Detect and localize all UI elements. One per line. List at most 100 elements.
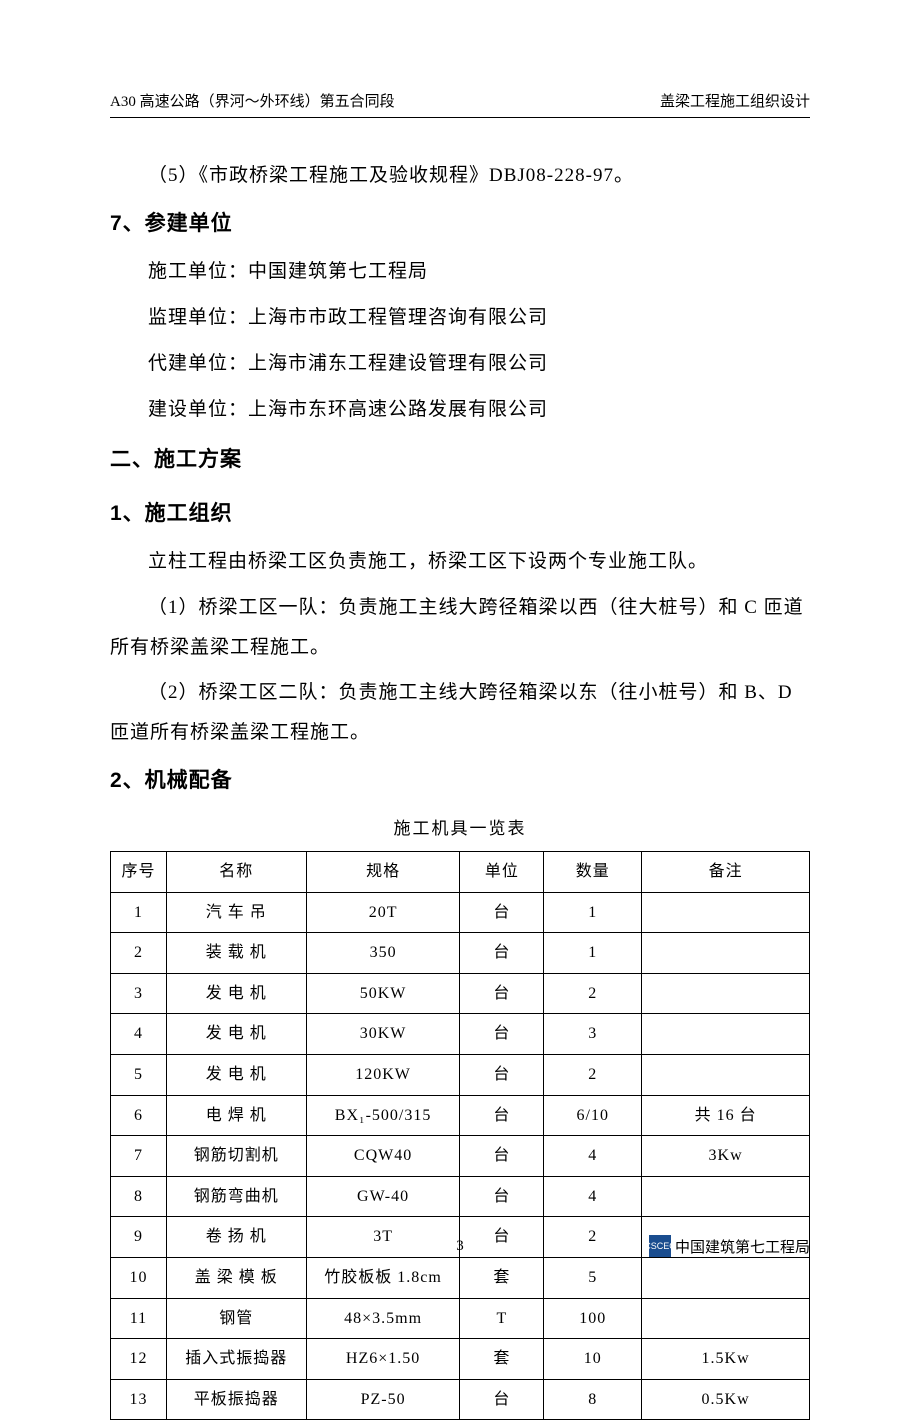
table-row: 2装 载 机350台1 [111,933,810,974]
cell-name: 平板振捣器 [166,1379,306,1420]
table-header-row: 序号 名称 规格 单位 数量 备注 [111,851,810,892]
cell-unit: 台 [460,1379,544,1420]
table-row: 4发 电 机30KW台3 [111,1014,810,1055]
cell-name: 钢筋弯曲机 [166,1176,306,1217]
th-name: 名称 [166,851,306,892]
cell-note [642,1298,810,1339]
cell-note [642,1014,810,1055]
cell-seq: 7 [111,1136,167,1177]
cell-unit: 套 [460,1257,544,1298]
cell-seq: 8 [111,1176,167,1217]
sec7-line4: 建设单位：上海市东环高速公路发展有限公司 [110,390,810,430]
cell-unit: 台 [460,1176,544,1217]
company-logo-icon: CSCEC [649,1235,671,1257]
para-1: 立柱工程由桥梁工区负责施工，桥梁工区下设两个专业施工队。 [110,542,810,582]
sec7-line2: 监理单位：上海市市政工程管理咨询有限公司 [110,298,810,338]
table-row: 3发 电 机50KW台2 [111,973,810,1014]
cell-spec: GW-40 [306,1176,460,1217]
cell-spec: 20T [306,892,460,933]
section-2-1-title: 1、施工组织 [110,492,810,536]
cell-qty: 4 [544,1136,642,1177]
cell-name: 发 电 机 [166,1014,306,1055]
cell-unit: 台 [460,1136,544,1177]
sec7-line1: 施工单位：中国建筑第七工程局 [110,252,810,292]
table-title: 施工机具一览表 [110,811,810,847]
table-row: 12插入式振捣器HZ6×1.50套101.5Kw [111,1339,810,1380]
th-qty: 数量 [544,851,642,892]
cell-name: 钢管 [166,1298,306,1339]
content-body: （5）《市政桥梁工程施工及验收规程》DBJ08-228-97。 7、参建单位 施… [110,156,810,1420]
cell-unit: 台 [460,1014,544,1055]
sec7-line3: 代建单位：上海市浦东工程建设管理有限公司 [110,344,810,384]
cell-qty: 5 [544,1257,642,1298]
cell-note: 3Kw [642,1136,810,1177]
table-row: 7钢筋切割机CQW40台43Kw [111,1136,810,1177]
th-unit: 单位 [460,851,544,892]
cell-spec: 竹胶板板 1.8cm [306,1257,460,1298]
cell-unit: 套 [460,1339,544,1380]
cell-qty: 8 [544,1379,642,1420]
cell-spec: PZ-50 [306,1379,460,1420]
page-number: 3 [456,1238,464,1255]
cell-note [642,1257,810,1298]
cell-qty: 1 [544,892,642,933]
table-row: 1汽 车 吊20T台1 [111,892,810,933]
cell-seq: 3 [111,973,167,1014]
page-footer: 3 CSCEC 中国建筑第七工程局 [110,1235,810,1257]
cell-qty: 4 [544,1176,642,1217]
cell-note: 0.5Kw [642,1379,810,1420]
cell-qty: 2 [544,973,642,1014]
cell-spec: CQW40 [306,1136,460,1177]
th-seq: 序号 [111,851,167,892]
company-name: 中国建筑第七工程局 [675,1236,810,1257]
cell-unit: 台 [460,1054,544,1095]
section-2-title: 二、施工方案 [110,438,810,482]
table-row: 8钢筋弯曲机GW-40台4 [111,1176,810,1217]
cell-spec: 120KW [306,1054,460,1095]
cell-name: 插入式振捣器 [166,1339,306,1380]
page-header: A30 高速公路（界河～外环线）第五合同段 盖梁工程施工组织设计 [110,90,810,118]
para-2: （1）桥梁工区一队：负责施工主线大跨径箱梁以西（往大桩号）和 C 匝道所有桥梁盖… [110,588,810,668]
cell-seq: 6 [111,1095,167,1136]
cell-spec: 350 [306,933,460,974]
cell-qty: 2 [544,1054,642,1095]
cell-unit: T [460,1298,544,1339]
equipment-table: 序号 名称 规格 单位 数量 备注 1汽 车 吊20T台12装 载 机350台1… [110,851,810,1420]
cell-qty: 3 [544,1014,642,1055]
th-note: 备注 [642,851,810,892]
cell-name: 盖 梁 模 板 [166,1257,306,1298]
cell-qty: 100 [544,1298,642,1339]
table-row: 6电 焊 机BX₁-500/315台6/10共 16 台 [111,1095,810,1136]
section-2-2-title: 2、机械配备 [110,759,810,803]
cell-name: 发 电 机 [166,1054,306,1095]
cell-qty: 1 [544,933,642,974]
cell-seq: 2 [111,933,167,974]
cell-qty: 6/10 [544,1095,642,1136]
table-row: 10盖 梁 模 板竹胶板板 1.8cm套5 [111,1257,810,1298]
table-row: 5发 电 机120KW台2 [111,1054,810,1095]
table-row: 13平板振捣器PZ-50台80.5Kw [111,1379,810,1420]
header-right: 盖梁工程施工组织设计 [660,90,810,111]
cell-spec: 48×3.5mm [306,1298,460,1339]
cell-seq: 5 [111,1054,167,1095]
cell-name: 电 焊 机 [166,1095,306,1136]
th-spec: 规格 [306,851,460,892]
cell-seq: 11 [111,1298,167,1339]
cell-seq: 4 [111,1014,167,1055]
para-3: （2）桥梁工区二队：负责施工主线大跨径箱梁以东（往小桩号）和 B、D 匝道所有桥… [110,673,810,753]
cell-spec: 50KW [306,973,460,1014]
cell-seq: 12 [111,1339,167,1380]
table-row: 11钢管48×3.5mmT100 [111,1298,810,1339]
header-left: A30 高速公路（界河～外环线）第五合同段 [110,90,395,111]
cell-seq: 1 [111,892,167,933]
cell-note: 共 16 台 [642,1095,810,1136]
cell-note [642,892,810,933]
cell-unit: 台 [460,1095,544,1136]
section-7-title: 7、参建单位 [110,202,810,246]
cell-seq: 13 [111,1379,167,1420]
cell-note [642,1054,810,1095]
cell-name: 钢筋切割机 [166,1136,306,1177]
item-5: （5）《市政桥梁工程施工及验收规程》DBJ08-228-97。 [110,156,810,196]
cell-name: 汽 车 吊 [166,892,306,933]
cell-unit: 台 [460,892,544,933]
